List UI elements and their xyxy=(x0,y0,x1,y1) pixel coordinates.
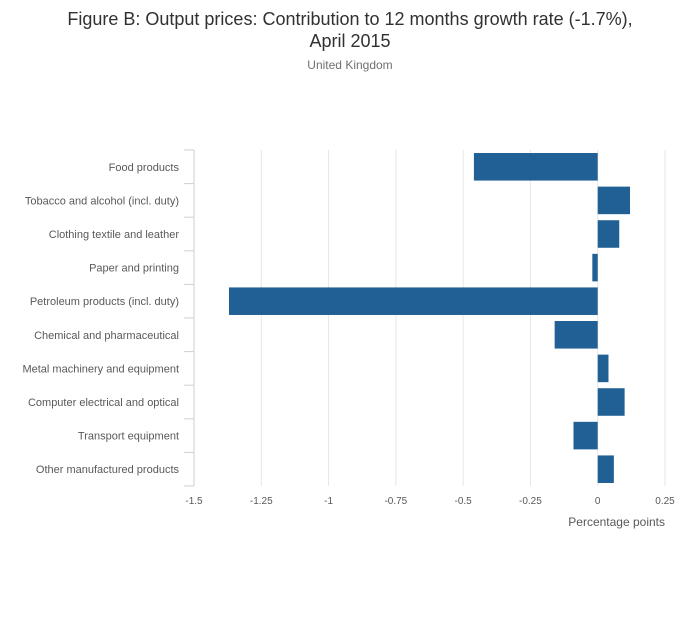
bar[interactable] xyxy=(573,421,598,450)
category-label: Computer electrical and optical xyxy=(28,397,179,409)
bars xyxy=(228,153,631,483)
category-labels: Food products Tobacco and alcohol (incl. … xyxy=(22,162,179,476)
category-label: Clothing textile and leather xyxy=(49,229,180,241)
bar[interactable] xyxy=(597,455,614,483)
category-label: Metal machinery and equipment xyxy=(22,363,179,375)
x-tick-label: -1.25 xyxy=(250,496,273,507)
category-label: Other manufactured products xyxy=(36,464,180,476)
category-label: Petroleum products (incl. duty) xyxy=(30,296,179,308)
x-tick-label: 0 xyxy=(595,496,601,507)
bar[interactable] xyxy=(597,354,609,383)
bar[interactable] xyxy=(597,220,620,248)
bar[interactable] xyxy=(228,287,598,315)
x-axis-label: Percentage points xyxy=(568,515,665,529)
bar[interactable] xyxy=(597,186,631,215)
chart-subtitle: United Kingdom xyxy=(307,58,393,72)
x-tick-label: -0.25 xyxy=(519,496,542,507)
bar[interactable] xyxy=(473,153,598,181)
category-label: Food products xyxy=(109,162,180,174)
bar[interactable] xyxy=(592,253,598,282)
x-tick-label: -1.5 xyxy=(185,496,203,507)
category-label: Transport equipment xyxy=(78,431,179,443)
bar[interactable] xyxy=(597,388,625,416)
chart-title-line-1: Figure B: Output prices: Contribution to… xyxy=(67,9,633,29)
x-tick-labels: -1.5 -1.25 -1 -0.75 -0.5 -0.25 0 0.25 xyxy=(185,496,675,507)
bar[interactable] xyxy=(554,321,598,349)
x-tick-label: -1 xyxy=(324,496,333,507)
x-tick-label: -0.5 xyxy=(455,496,473,507)
category-label: Tobacco and alcohol (incl. duty) xyxy=(25,195,179,207)
category-label: Chemical and pharmaceutical xyxy=(34,330,179,342)
chart-title: Figure B: Output prices: Contribution to… xyxy=(0,8,700,52)
x-tick-label: 0.25 xyxy=(655,496,675,507)
x-tick-label: -0.75 xyxy=(384,496,407,507)
category-label: Paper and printing xyxy=(89,263,179,275)
chart-title-line-2: April 2015 xyxy=(309,31,391,51)
